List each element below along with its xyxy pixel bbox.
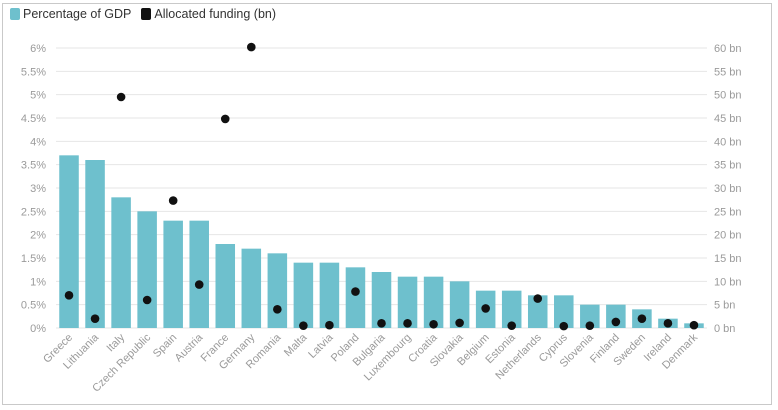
funding-point [142,295,152,305]
bar [319,262,340,328]
funding-point [90,314,100,323]
legend-label-funding: Allocated funding (bn) [154,7,277,21]
y-right-tick-label: 0 bn [714,323,735,335]
funding-point [507,321,516,330]
y-left-tick-label: 3% [30,183,46,195]
bar [580,304,600,328]
funding-point [585,321,595,330]
funding-point [168,196,178,205]
bar [267,253,288,328]
funding-point [273,305,282,314]
y-left-tick-label: 1.5% [21,253,46,265]
bar [397,276,418,328]
bar [554,295,574,328]
y-left-tick-label: 2.5% [21,206,46,218]
funding-point [351,287,360,296]
y-right-tick-label: 45 bn [714,113,742,125]
y-left-tick-label: 4% [30,136,46,148]
funding-point [689,320,699,330]
legend-swatch-bar [10,8,20,20]
bar [111,197,131,328]
y-right-tick-label: 25 bn [714,206,742,218]
legend-item-funding[interactable]: Allocated funding (bn) [141,7,276,21]
bar [606,304,626,328]
bar [527,295,548,328]
bar [423,276,444,328]
y-right-tick-label: 35 bn [714,160,742,172]
funding-point [611,317,621,327]
bar [163,220,183,328]
y-right-tick-label: 15 bn [714,253,742,265]
y-right-tick-label: 5 bn [714,300,735,312]
bar [345,267,366,328]
funding-point [455,318,464,328]
x-tick-label: Malta [282,331,310,359]
y-left-tick-label: 6% [30,43,46,55]
y-right-tick-label: 20 bn [714,230,742,242]
funding-point [403,319,412,328]
y-right-tick-label: 10 bn [714,276,742,288]
bar [293,262,314,328]
funding-point [325,320,334,330]
funding-point [481,304,490,313]
y-left-tick-label: 5.5% [21,66,46,78]
legend-item-percentage[interactable]: Percentage of GDP [10,7,131,21]
y-left-tick-label: 2% [30,230,46,242]
funding-point [559,321,569,331]
bar [501,290,522,328]
y-right-tick-label: 30 bn [714,183,742,195]
y-left-tick-label: 0.5% [21,300,46,312]
y-left-tick-label: 0% [30,323,46,335]
funding-point [663,319,673,328]
y-right-tick-label: 40 bn [714,136,742,148]
y-left-tick-label: 4.5% [21,113,46,125]
y-right-tick-label: 60 bn [714,43,742,55]
legend-swatch-dot [141,8,152,20]
funding-point [194,280,204,289]
y-right-tick-label: 55 bn [714,66,742,78]
funding-point [429,319,438,329]
funding-point [116,92,126,102]
bar [241,248,262,328]
y-left-tick-label: 1% [30,276,46,288]
bar [215,244,236,328]
funding-point [533,294,543,303]
legend: Percentage of GDP Allocated funding (bn) [10,7,276,21]
bar [59,155,79,328]
funding-point [299,321,308,330]
bar [449,281,470,328]
bar [371,272,392,328]
bar [189,220,209,328]
y-left-tick-label: 3.5% [21,160,46,172]
funding-point [637,314,647,323]
funding-point [64,291,74,300]
legend-label-percentage: Percentage of GDP [23,7,132,21]
funding-point [377,319,386,328]
y-left-tick-label: 5% [30,90,46,102]
bar [137,211,157,328]
y-right-tick-label: 50 bn [714,90,742,102]
funding-point [247,42,256,52]
bar [85,160,105,328]
funding-point [220,114,230,124]
